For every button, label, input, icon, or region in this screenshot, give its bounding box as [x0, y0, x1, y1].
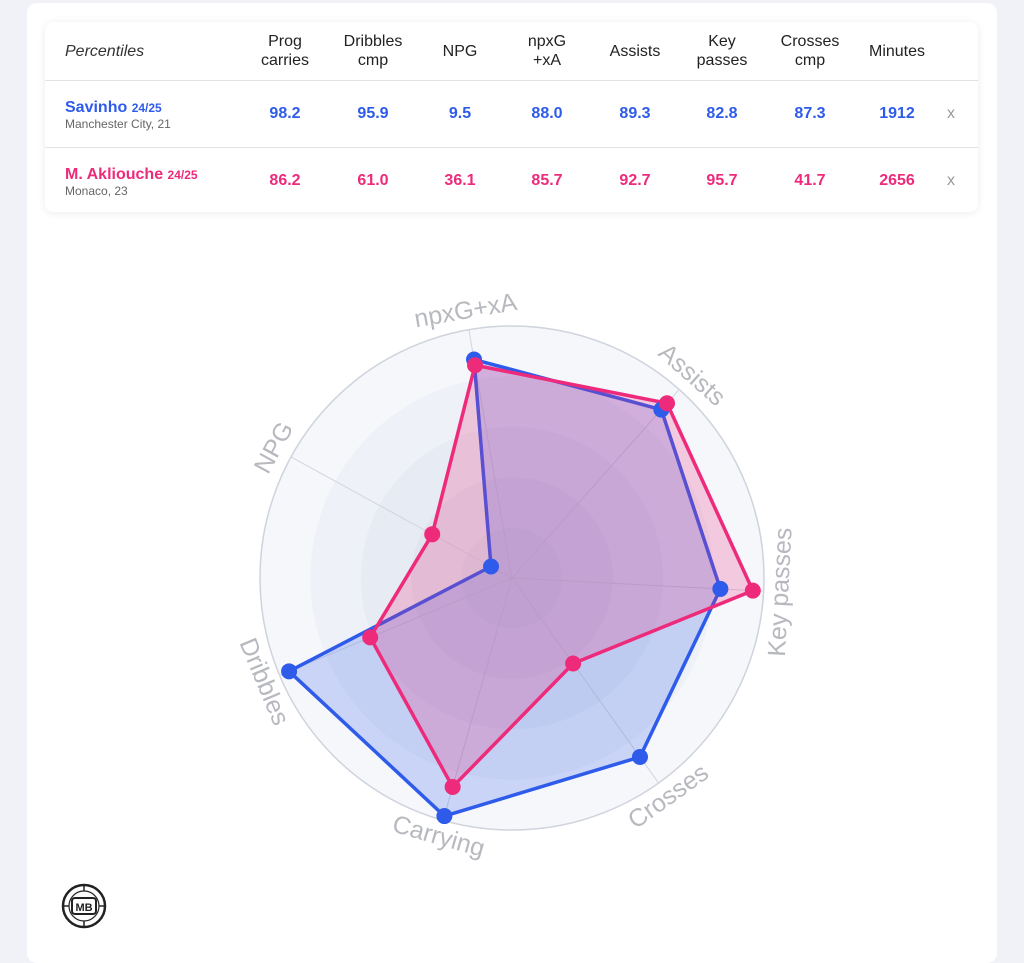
player-name[interactable]: M. Akliouche 24/25 [65, 166, 198, 183]
data-point [444, 778, 461, 795]
col-header-prog-carries[interactable]: Prog carries [260, 33, 309, 69]
value-cell: 1912 [879, 105, 915, 122]
table-row: Savinho 24/25 Manchester City, 21 98.2 9… [45, 81, 978, 148]
value-cell: 86.2 [269, 172, 301, 189]
radar-spoke [511, 577, 659, 784]
value-cell: 85.7 [531, 172, 563, 189]
value-cell: 36.1 [444, 172, 476, 189]
col-header-npg[interactable]: NPG [442, 42, 478, 60]
player-season: 24/25 [131, 101, 162, 115]
data-point [281, 663, 298, 680]
value-cell: 9.5 [448, 105, 472, 122]
mb-logo: MB [61, 883, 107, 929]
percentiles-table: Percentiles Prog carries Dribbles cmp NPG … [45, 22, 978, 212]
data-point [631, 748, 648, 765]
player-club-age: Manchester City, 21 [65, 117, 171, 131]
value-cell: 2656 [879, 172, 915, 189]
data-point [483, 558, 500, 575]
col-header-key-passes[interactable]: Key passes [696, 33, 748, 69]
value-cell: 87.3 [794, 105, 826, 122]
value-cell: 41.7 [794, 172, 826, 189]
data-point [744, 582, 761, 599]
value-cell: 82.8 [706, 105, 738, 122]
value-cell: 92.7 [619, 172, 651, 189]
remove-player-button[interactable]: x [947, 105, 955, 122]
player-season: 24/25 [167, 168, 198, 182]
col-header-minutes[interactable]: Minutes [868, 42, 926, 60]
value-cell: 88.0 [531, 105, 563, 122]
player-club-age: Monaco, 23 [65, 184, 128, 198]
table-header-row: Percentiles Prog carries Dribbles cmp NPG … [45, 22, 978, 81]
data-point [436, 808, 453, 825]
col-header-dribbles-cmp[interactable]: Dribbles cmp [343, 33, 403, 69]
radar-spoke [279, 577, 513, 676]
col-header-npxg-xa[interactable]: npxG +xA [527, 33, 567, 69]
radar-spoke [290, 456, 513, 579]
series-polygon [287, 357, 723, 818]
data-point [362, 629, 379, 646]
axis-label: Key passes [763, 527, 798, 658]
data-point [659, 395, 676, 412]
radar-chart: Key passesCrossesCarryingDribblesNPGnpxG… [234, 288, 798, 863]
col-header-crosses-cmp[interactable]: Crosses cmp [780, 33, 840, 69]
data-point [424, 526, 441, 543]
data-point [712, 580, 729, 597]
data-point [565, 655, 582, 672]
table-row: M. Akliouche 24/25 Monaco, 23 86.2 61.0 … [45, 148, 978, 214]
corner-label: Percentiles [65, 42, 145, 60]
logo-text: MB [75, 902, 92, 914]
col-header-assists[interactable]: Assists [609, 42, 661, 60]
player-name[interactable]: Savinho 24/25 [65, 99, 162, 116]
value-cell: 95.7 [706, 172, 738, 189]
value-cell: 95.9 [357, 105, 389, 122]
value-cell: 98.2 [269, 105, 301, 122]
series-polygon [368, 363, 755, 789]
value-cell: 61.0 [357, 172, 389, 189]
data-point [467, 357, 484, 374]
remove-player-button[interactable]: x [947, 172, 955, 189]
value-cell: 89.3 [619, 105, 651, 122]
radar-spoke [511, 389, 680, 579]
